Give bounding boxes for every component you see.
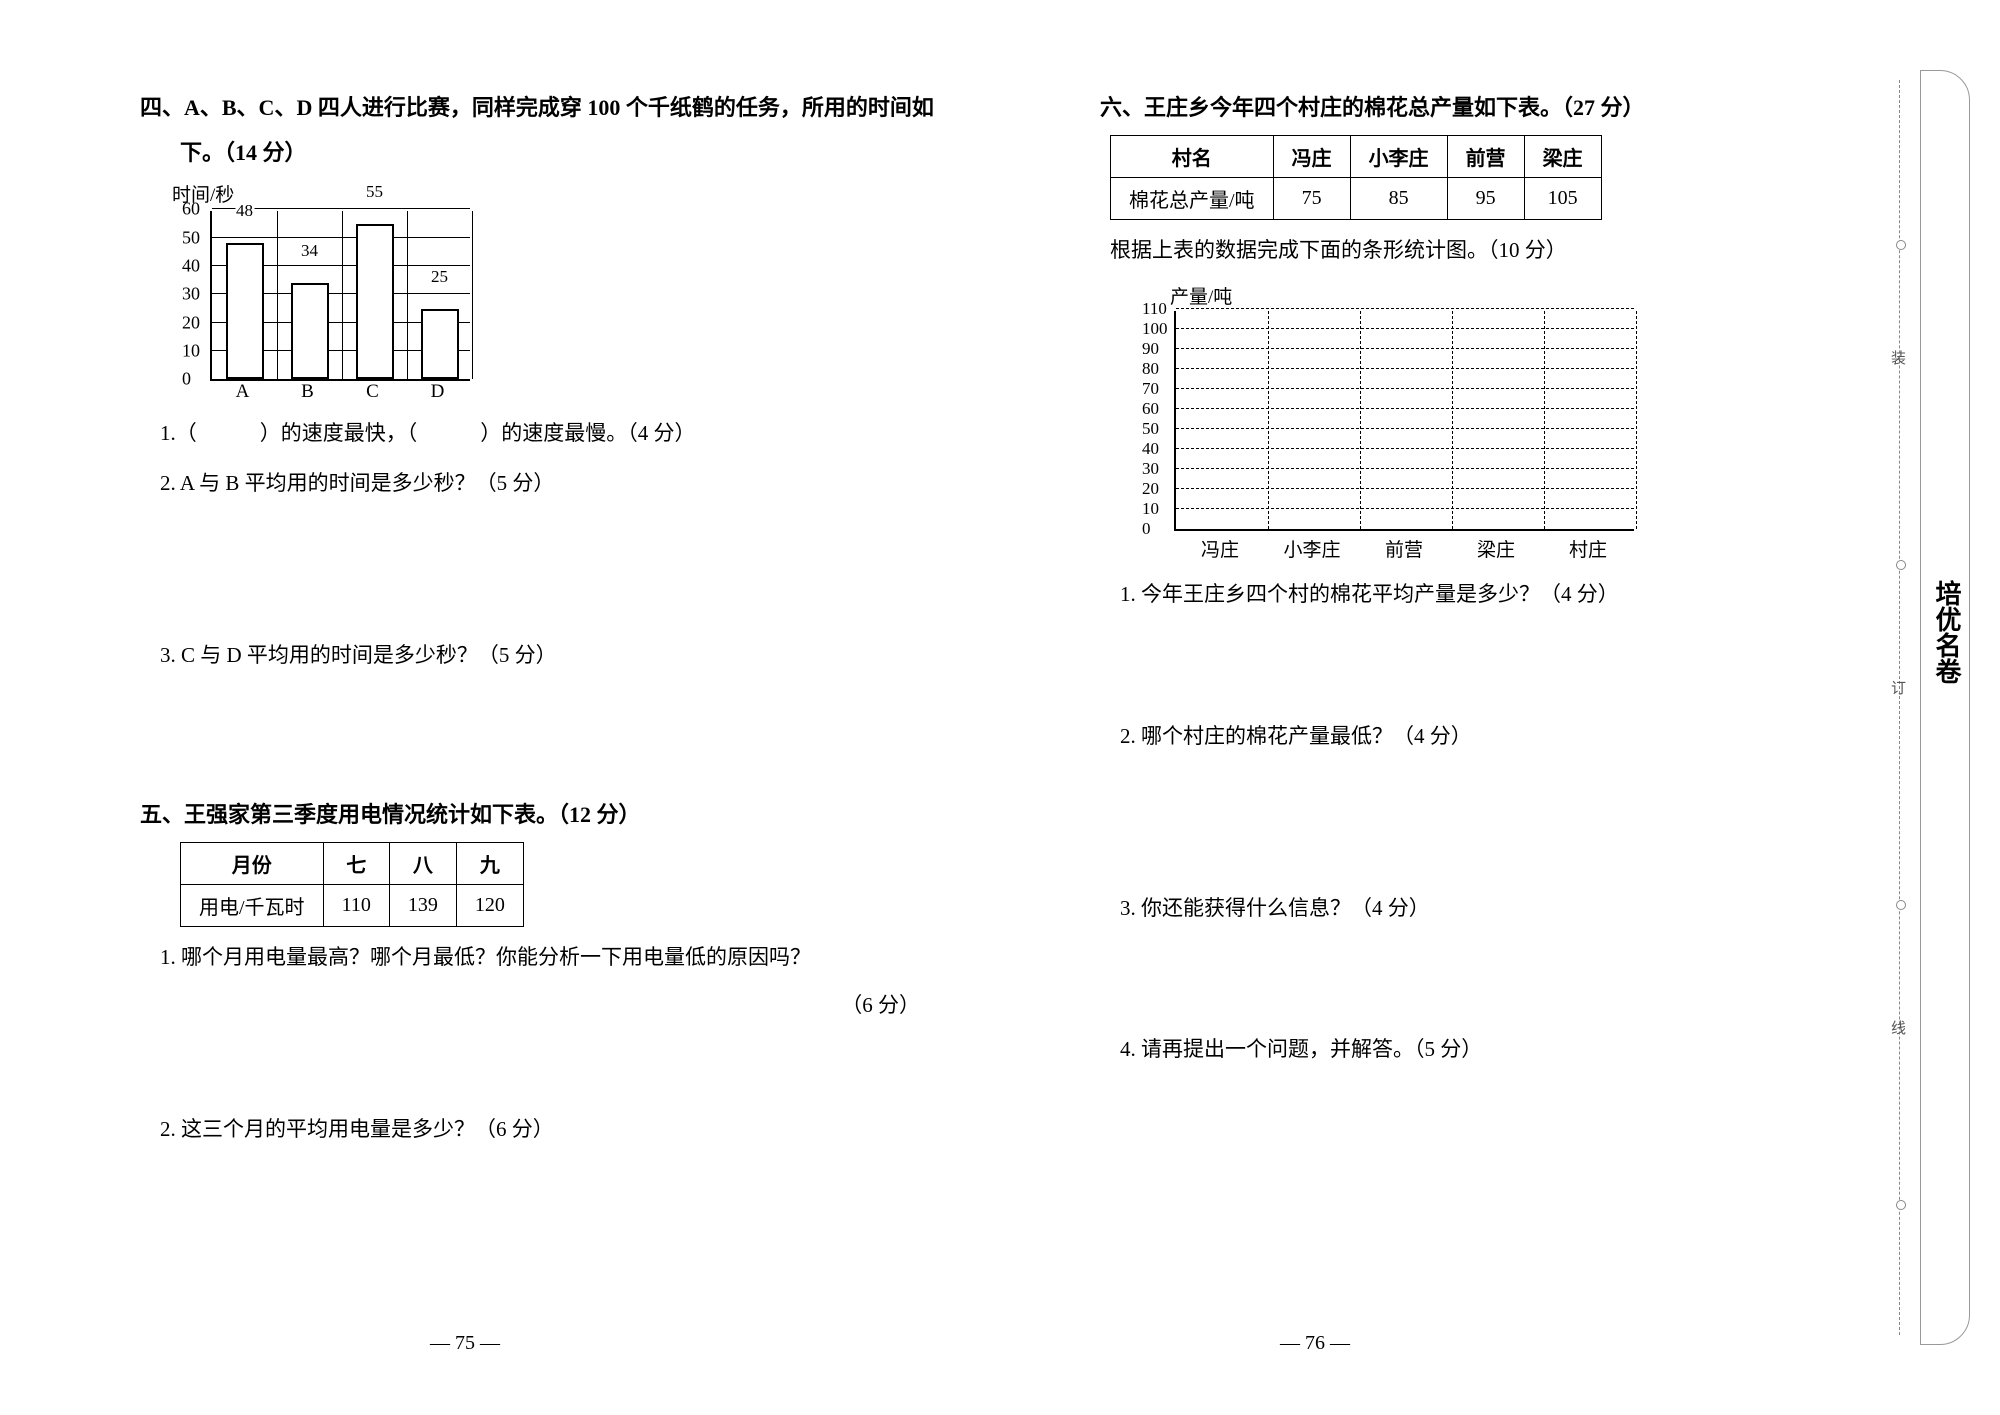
chart2-ytick: 70 [1142, 379, 1159, 399]
s6-q1: 1. 今年王庄乡四个村的棉花平均产量是多少？（4 分） [1120, 576, 1940, 614]
page-curve [1920, 70, 1970, 1345]
t5-h0: 月份 [181, 842, 324, 884]
chart2-ytick: 110 [1142, 299, 1167, 319]
chart1-ytick: 30 [182, 284, 200, 305]
chart2-ytick: 80 [1142, 359, 1159, 379]
chart1-xlabel: A [210, 381, 275, 403]
cut-dot [1896, 1200, 1906, 1210]
chart1-ytick: 40 [182, 256, 200, 277]
chart2-ytick: 90 [1142, 339, 1159, 359]
section4-title: 四、A、B、C、D 四人进行比赛，同样完成穿 100 个千纸鹤的任务，所用的时间… [140, 90, 980, 125]
t5-v1: 139 [389, 884, 456, 926]
t6-v2: 95 [1447, 178, 1524, 220]
cut-dot [1896, 240, 1906, 250]
cut-line [1899, 80, 1900, 1335]
chart2-xlabel: 冯庄 [1174, 535, 1266, 562]
t5-h1: 七 [323, 842, 389, 884]
chart1-xlabel: C [340, 381, 405, 403]
s6-instr: 根据上表的数据完成下面的条形统计图。（10 分） [1110, 232, 1940, 270]
chart1-bar-value: 25 [430, 267, 449, 287]
chart2-ylabel: 产量/吨 [1170, 282, 1940, 309]
t6-h4: 梁庄 [1524, 136, 1601, 178]
chart2-ytick: 50 [1142, 419, 1159, 439]
s5-q1: 1. 哪个月用电量最高？哪个月最低？你能分析一下用电量低的原因吗？ [160, 939, 980, 977]
section5-title: 五、王强家第三季度用电情况统计如下表。（12 分） [140, 797, 980, 832]
chart2-ytick: 60 [1142, 399, 1159, 419]
t6-rl: 棉花总产量/吨 [1111, 178, 1274, 220]
page-num-right: — 76 — [1280, 1332, 1350, 1355]
chart2-ytick: 30 [1142, 459, 1159, 479]
t5-rl: 用电/千瓦时 [181, 884, 324, 926]
t6-v0: 75 [1273, 178, 1350, 220]
chart2-cotton-blank: 产量/吨 102030405060708090100110 0 冯庄小李庄前营梁庄… [1140, 282, 1940, 562]
chart2-ytick: 100 [1142, 319, 1168, 339]
cut-a: 装 [1887, 350, 1908, 365]
chart2-xlabel: 前营 [1358, 535, 1450, 562]
cut-b: 订 [1887, 680, 1908, 695]
s6-q3: 3. 你还能获得什么信息？（4 分） [1120, 890, 1940, 928]
brand-text: 培优名卷 [1928, 580, 1965, 684]
chart1-xlabel: B [275, 381, 340, 403]
t5-h3: 九 [456, 842, 523, 884]
t6-v1: 85 [1350, 178, 1447, 220]
s4-q2: 2. A 与 B 平均用的时间是多少秒？（5 分） [160, 465, 980, 503]
chart1-ytick: 50 [182, 227, 200, 248]
s5-q1-pts: （6 分） [140, 989, 920, 1019]
chart2-ytick: 10 [1142, 499, 1159, 519]
t5-v0: 110 [323, 884, 389, 926]
t6-h2: 小李庄 [1350, 136, 1447, 178]
cut-dot [1896, 900, 1906, 910]
chart1-ytick: 10 [182, 341, 200, 362]
chart1-bar-value: 55 [365, 182, 384, 202]
chart1-ytick: 60 [182, 199, 200, 220]
chart1-ylabel: 时间/秒 [172, 180, 480, 207]
table-cotton: 村名 冯庄 小李庄 前营 梁庄 棉花总产量/吨 75 85 95 105 [1110, 135, 1602, 220]
t5-h2: 八 [389, 842, 456, 884]
chart1-crane-time: 时间/秒 102030405060048345525 ABCD [180, 180, 480, 403]
t6-v3: 105 [1524, 178, 1601, 220]
t6-h0: 村名 [1111, 136, 1274, 178]
chart1-ytick: 20 [182, 312, 200, 333]
cut-dot [1896, 560, 1906, 570]
left-column: 四、A、B、C、D 四人进行比赛，同样完成穿 100 个千纸鹤的任务，所用的时间… [140, 90, 980, 1161]
section4-title-cont: 下。（14 分） [180, 135, 980, 170]
s4-q3: 3. C 与 D 平均用的时间是多少秒？（5 分） [160, 637, 980, 675]
chart1-bar-value: 48 [235, 201, 254, 221]
section6-title: 六、王庄乡今年四个村庄的棉花总产量如下表。（27 分） [1100, 90, 1940, 125]
t5-v2: 120 [456, 884, 523, 926]
table-electricity: 月份 七 八 九 用电/千瓦时 110 139 120 [180, 842, 524, 927]
chart1-bar-value: 34 [300, 241, 319, 261]
chart2-xlabel: 村庄 [1542, 535, 1634, 562]
chart1-bar [421, 309, 459, 380]
right-column: 六、王庄乡今年四个村庄的棉花总产量如下表。（27 分） 村名 冯庄 小李庄 前营… [1100, 90, 1940, 1161]
t6-h1: 冯庄 [1273, 136, 1350, 178]
chart2-xlabel: 小李庄 [1266, 535, 1358, 562]
s5-q2: 2. 这三个月的平均用电量是多少？（6 分） [160, 1111, 980, 1149]
t6-h3: 前营 [1447, 136, 1524, 178]
s6-q2: 2. 哪个村庄的棉花产量最低？（4 分） [1120, 718, 1940, 756]
s6-q4: 4. 请再提出一个问题，并解答。（5 分） [1120, 1031, 1940, 1069]
chart1-ytick: 0 [182, 369, 191, 390]
chart2-ytick: 20 [1142, 479, 1159, 499]
chart2-ytick: 40 [1142, 439, 1159, 459]
chart1-bar [226, 243, 264, 379]
chart2-ytick: 0 [1142, 519, 1151, 539]
chart1-bar [356, 224, 394, 380]
cut-c: 线 [1887, 1020, 1908, 1035]
chart1-xlabel: D [405, 381, 470, 403]
chart2-xlabel: 梁庄 [1450, 535, 1542, 562]
chart1-bar [291, 283, 329, 379]
s4-q1: 1.（ ）的速度最快，（ ）的速度最慢。（4 分） [160, 415, 980, 453]
page-num-left: — 75 — [430, 1332, 500, 1355]
